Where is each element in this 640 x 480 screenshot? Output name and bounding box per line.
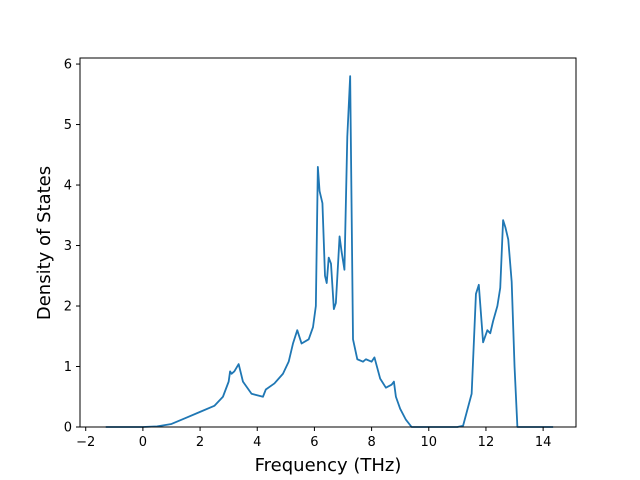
y-axis-ticks: 0 1 2 3 4 5 6 <box>64 58 80 436</box>
x-axis-ticks: −2 0 2 4 6 8 10 12 14 <box>76 427 551 450</box>
y-tick-label: 3 <box>64 239 72 254</box>
plot-area <box>79 57 577 428</box>
x-tick-label: 2 <box>196 435 204 450</box>
x-tick-label: 0 <box>139 435 147 450</box>
y-tick-label: 1 <box>64 360 72 375</box>
x-tick-label: −2 <box>76 435 95 450</box>
y-tick-label: 6 <box>64 58 72 73</box>
x-tick-label: 6 <box>310 435 318 450</box>
y-tick-label: 2 <box>64 300 72 315</box>
y-tick-label: 5 <box>64 118 72 133</box>
x-tick-label: 14 <box>535 435 552 450</box>
x-tick-label: 12 <box>478 435 495 450</box>
x-tick-label: 4 <box>253 435 261 450</box>
x-tick-label: 8 <box>367 435 375 450</box>
x-axis-label: Frequency (THz) <box>255 455 402 476</box>
axes-frame <box>79 57 577 428</box>
dos-series-line-0 <box>105 75 554 428</box>
y-tick-label: 4 <box>64 179 72 194</box>
x-tick-label: 10 <box>420 435 437 450</box>
y-tick-label: 0 <box>64 421 72 436</box>
y-axis-label: Density of States <box>34 166 55 320</box>
